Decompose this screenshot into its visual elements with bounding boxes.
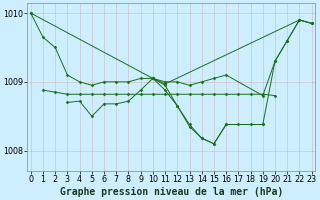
X-axis label: Graphe pression niveau de la mer (hPa): Graphe pression niveau de la mer (hPa) <box>60 187 283 197</box>
